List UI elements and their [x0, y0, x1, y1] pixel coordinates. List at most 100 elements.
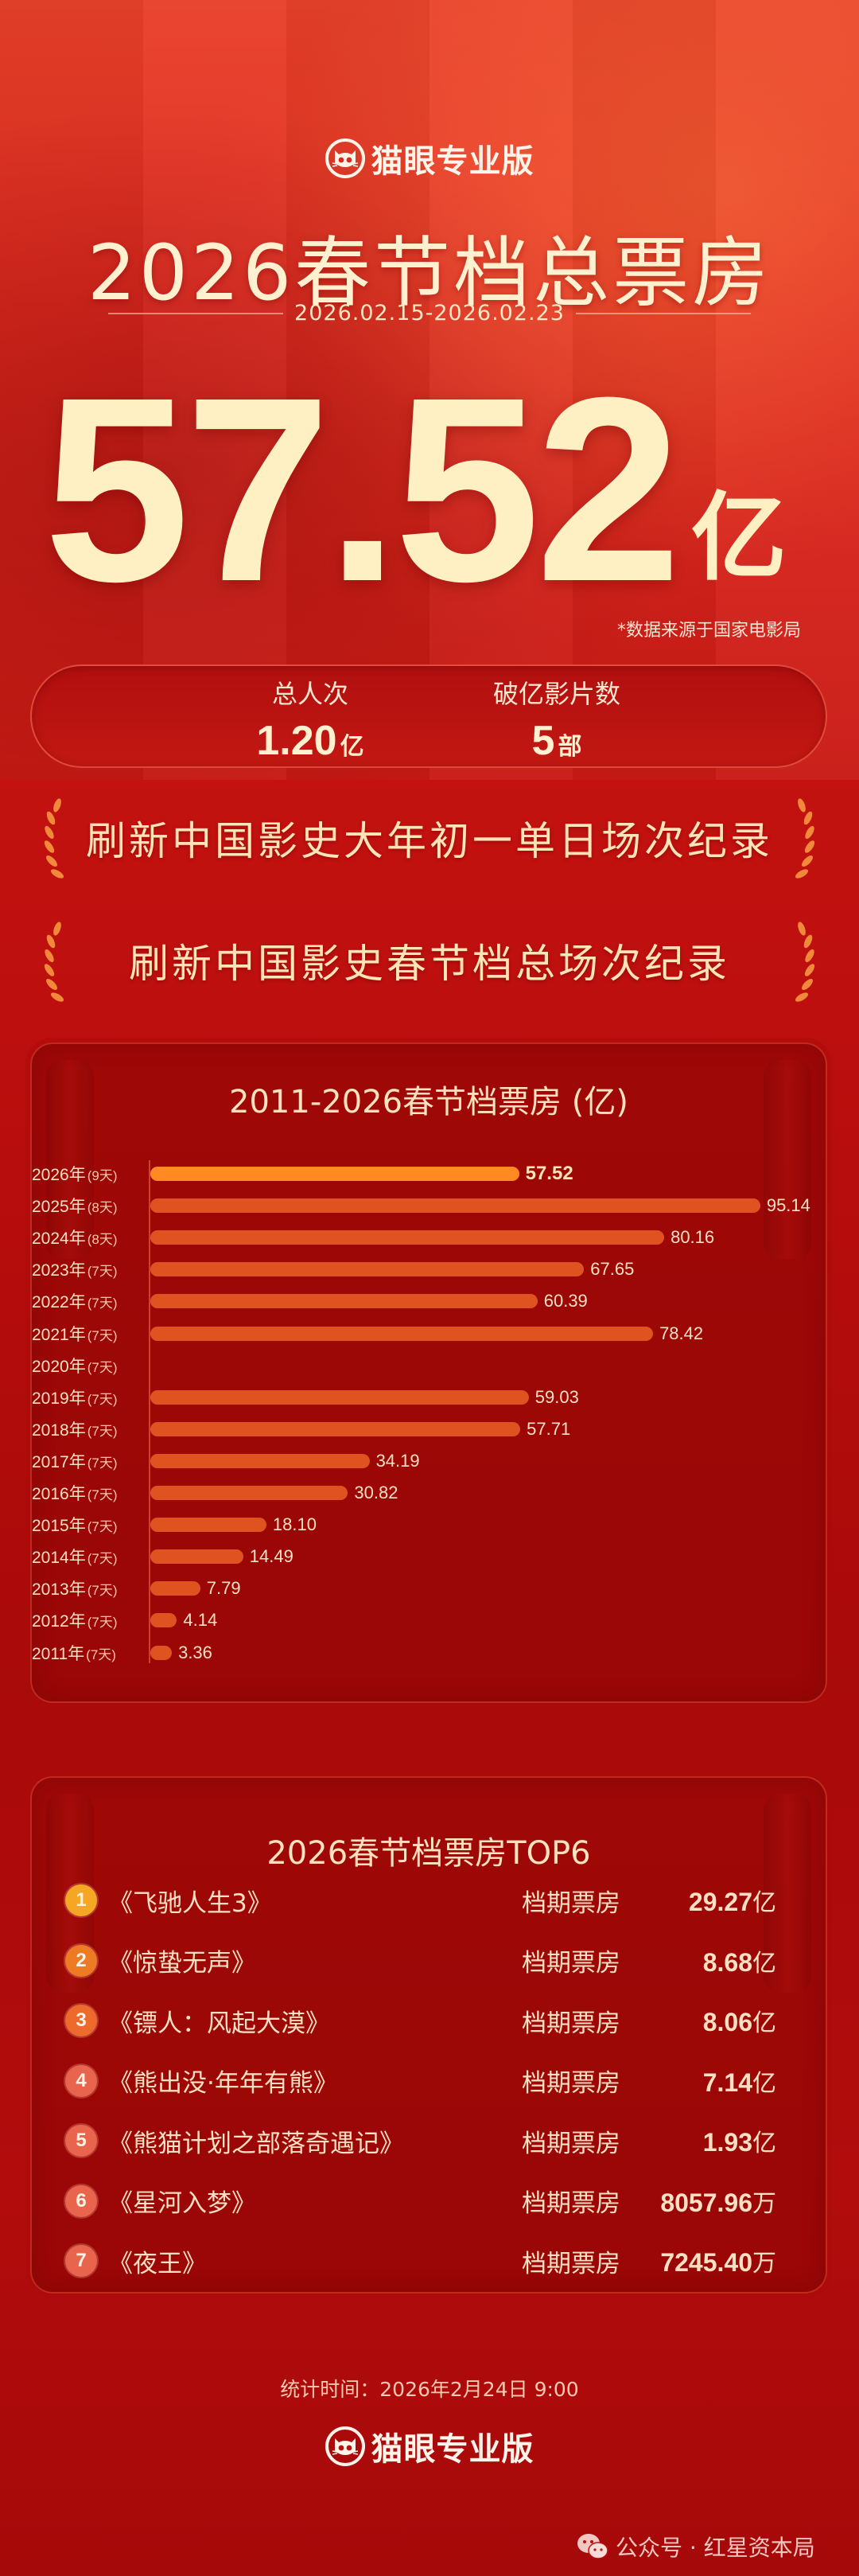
date-range: 2026.02.15-2026.02.23 [0, 301, 859, 325]
bar-category-label: 2025年 (8天) [32, 1198, 118, 1217]
movie-title: 《熊猫计划之部落奇遇记》 [108, 2129, 404, 2158]
total-box-office: 57.52 亿 [44, 358, 787, 621]
watermark: 公众号 · 红星资本局 [576, 2531, 815, 2562]
list-item: 7 《夜王》 档期票房 7245.40万 [65, 2241, 789, 2281]
page-title: 2026春节档总票房 [87, 228, 772, 318]
bar-value-label: 78.42 [659, 1323, 704, 1343]
bar-row: 2022年 (7天) 60.39 [32, 1289, 588, 1313]
list-item: 5 《熊猫计划之部落奇遇记》 档期票房 1.93亿 [65, 2121, 789, 2161]
top-list-panel: 2026春节档票房TOP6 [30, 1776, 827, 2293]
decoration [764, 1060, 811, 1259]
movie-title: 《熊出没·年年有熊》 [108, 2069, 338, 2098]
bar-row: 2013年 (7天) 7.79 [32, 1576, 241, 1600]
stat-time: 统计时间：2026年2月24日 9:00 [280, 2378, 579, 2401]
bar-row: 2014年 (7天) 14.49 [32, 1545, 293, 1569]
stat-value: 1.20 亿 [256, 718, 364, 764]
bar-row: 2023年 (7天) 67.65 [32, 1257, 634, 1281]
rank-badge: 7 [65, 2245, 97, 2277]
wechat-icon [577, 2534, 608, 2559]
bar-value-label: 57.71 [527, 1418, 571, 1439]
movie-title: 《飞驰人生3》 [108, 1888, 272, 1918]
bar [150, 1294, 538, 1309]
gross-value: 8.06亿 [702, 2008, 776, 2037]
bar-category-label: 2012年 (7天) [32, 1612, 118, 1631]
stat-label: 总人次 [271, 679, 348, 709]
bar-value-label: 67.65 [590, 1259, 635, 1280]
bar-value-label: 18.10 [272, 1514, 317, 1535]
rank-badge: 6 [65, 2184, 97, 2217]
metric-label: 档期票房 [522, 2249, 620, 2278]
laurel-right-icon [795, 922, 815, 1002]
rank-badge: 4 [65, 2064, 97, 2097]
bar-category-label: 2026年 (9天) [32, 1166, 118, 1184]
bar-value-label: 95.14 [766, 1195, 810, 1216]
bar-category-label: 2019年 (7天) [32, 1389, 118, 1408]
bar-value-label: 34.19 [375, 1450, 420, 1471]
metric-label: 档期票房 [522, 2009, 620, 2038]
bar-value-label: 4.14 [183, 1610, 218, 1631]
metric-label: 档期票房 [522, 1949, 620, 1978]
rank-badge: 5 [65, 2125, 97, 2157]
bar [150, 1549, 243, 1565]
divider [108, 312, 284, 314]
stat-total-admissions: 总人次 1.20 亿 [223, 674, 398, 765]
bar-category-label: 2022年 (7天) [32, 1293, 118, 1312]
chart-axis [149, 1160, 150, 1663]
record-text: 刷新中国影史大年初一单日场次纪录 [86, 818, 773, 864]
bar [150, 1326, 654, 1341]
brand-name: 猫眼专业版 [371, 143, 534, 180]
bar [150, 1453, 370, 1468]
rank-badge: 2 [65, 1944, 97, 1977]
bar [150, 1262, 585, 1277]
bar-row: 2021年 (7天) 78.42 [32, 1322, 703, 1346]
laurel-left-icon [44, 922, 64, 1002]
bar-row: 2017年 (7天) 34.19 [32, 1449, 420, 1473]
gross-value: 29.27亿 [688, 1888, 776, 1917]
total-box-office-unit: 亿 [690, 483, 787, 594]
bar [150, 1167, 519, 1181]
metric-label: 档期票房 [522, 2129, 620, 2158]
movie-title: 《星河入梦》 [108, 2189, 256, 2218]
bar-row: 2020年 (7天) [32, 1354, 148, 1378]
list-item: 1 《飞驰人生3》 档期票房 29.27亿 [65, 1880, 789, 1920]
metric-label: 档期票房 [522, 1888, 620, 1918]
record-text: 刷新中国影史春节档总场次纪录 [129, 941, 730, 987]
top-list-title: 2026春节档票房TOP6 [266, 1835, 591, 1872]
decoration [46, 1060, 94, 1259]
gross-value: 1.93亿 [702, 2128, 776, 2157]
rank-badge: 1 [65, 1884, 97, 1916]
movie-title: 《镖人：风起大漠》 [108, 2009, 330, 2038]
movie-title: 《惊蛰无声》 [108, 1949, 256, 1978]
hero-background [0, 0, 859, 780]
bar-value-label: 14.49 [249, 1546, 293, 1567]
stat-label: 破亿影片数 [492, 679, 620, 709]
bar-category-label: 2013年 (7天) [32, 1580, 118, 1600]
gross-value: 8.68亿 [702, 1947, 776, 1978]
watermark-text: 公众号 · 红星资本局 [616, 2535, 815, 2561]
gross-value: 7245.40万 [660, 2248, 776, 2278]
cat-face-icon [325, 2426, 365, 2466]
bar-value-label: 57.52 [525, 1163, 573, 1184]
metric-label: 档期票房 [522, 2189, 620, 2218]
list-item: 3 《镖人：风起大漠》 档期票房 8.06亿 [65, 2001, 789, 2040]
bar-row: 2024年 (8天) 80.16 [32, 1226, 714, 1249]
bar-value-label: 7.79 [206, 1578, 241, 1599]
bar-category-label: 2020年 (7天) [32, 1357, 118, 1376]
bar-value-label: 59.03 [534, 1386, 579, 1407]
brand-logo: 猫眼专业版 [0, 135, 859, 181]
cat-face-icon [325, 138, 365, 178]
footer-brand-logo: 猫眼专业版 [0, 2423, 859, 2469]
bar-category-label: 2016年 (7天) [32, 1485, 118, 1503]
gross-value: 8057.96万 [660, 2188, 776, 2218]
bar-row: 2011年 (7天) 3.36 [32, 1641, 212, 1665]
movie-title: 《夜王》 [108, 2249, 207, 2278]
bar-value-label: 60.39 [543, 1291, 588, 1311]
bar-category-label: 2018年 (7天) [32, 1421, 118, 1440]
bar-row: 2018年 (7天) 57.71 [32, 1417, 570, 1441]
decoration [764, 1794, 811, 1993]
record-banner-2: 刷新中国影史春节档总场次纪录 [0, 929, 859, 992]
bar-value-label: 3.36 [178, 1642, 212, 1662]
bar-row: 2016年 (7天) 30.82 [32, 1481, 398, 1505]
bar-category-label: 2011年 (7天) [32, 1644, 116, 1663]
